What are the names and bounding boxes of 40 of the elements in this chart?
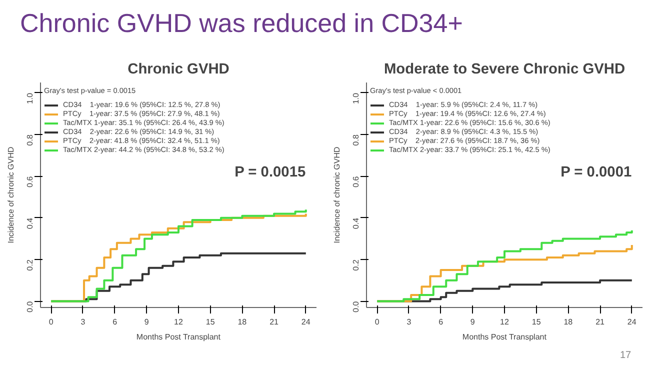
chart-title: Moderate to Severe Chronic GVHD bbox=[384, 62, 626, 78]
text: 17 bbox=[620, 349, 632, 363]
x-tick-label: 6 bbox=[112, 318, 118, 326]
y-tick-label: 0.4 bbox=[352, 217, 360, 230]
x-tick-label: 0 bbox=[374, 318, 380, 326]
x-tick-label: 18 bbox=[238, 318, 248, 326]
y-tick-label: 0.2 bbox=[352, 259, 360, 271]
x-tick-label: 12 bbox=[500, 318, 510, 326]
x-tick-label: 12 bbox=[174, 318, 184, 326]
x-tick-label: 3 bbox=[80, 318, 86, 326]
x-tick-label: 3 bbox=[406, 318, 412, 326]
x-tick-label: 24 bbox=[627, 318, 637, 326]
y-tick-label: 0.0 bbox=[352, 300, 360, 312]
x-tick-label: 21 bbox=[270, 318, 280, 326]
text: Chronic GVHD was reduced in CD34+ bbox=[20, 7, 463, 40]
x-tick-label: 9 bbox=[144, 318, 150, 326]
y-tick-label: 0.8 bbox=[26, 134, 34, 146]
y-tick-label: 0.4 bbox=[26, 217, 34, 230]
y-axis-title: Incidence of chronic GVHD bbox=[6, 146, 16, 244]
y-tick-label: 0.0 bbox=[26, 300, 34, 312]
x-axis-title: Months Post Transplant bbox=[462, 332, 548, 342]
y-tick-label: 0.6 bbox=[26, 176, 34, 188]
y-axis-title: Incidence of chronic GVHD bbox=[332, 146, 342, 244]
x-tick-label: 6 bbox=[438, 318, 444, 326]
x-tick-label: 24 bbox=[301, 318, 311, 326]
y-tick-label: 0.8 bbox=[352, 134, 360, 146]
y-tick-label: 0.6 bbox=[352, 176, 360, 188]
x-tick-label: 15 bbox=[532, 318, 542, 326]
chart-title: Chronic GVHD bbox=[128, 62, 230, 78]
annotation: P = 0.0015 bbox=[234, 164, 306, 180]
x-tick-label: 18 bbox=[564, 318, 574, 326]
y-tick-label: 1.0 bbox=[352, 92, 360, 104]
x-axis-title: Months Post Transplant bbox=[136, 332, 222, 342]
x-tick-label: 15 bbox=[206, 318, 216, 326]
y-tick-label: 1.0 bbox=[26, 92, 34, 104]
x-tick-label: 21 bbox=[596, 318, 606, 326]
y-tick-label: 0.2 bbox=[26, 259, 34, 271]
x-tick-label: 0 bbox=[48, 318, 54, 326]
x-tick-label: 9 bbox=[470, 318, 476, 326]
annotation: P = 0.0001 bbox=[560, 164, 632, 180]
